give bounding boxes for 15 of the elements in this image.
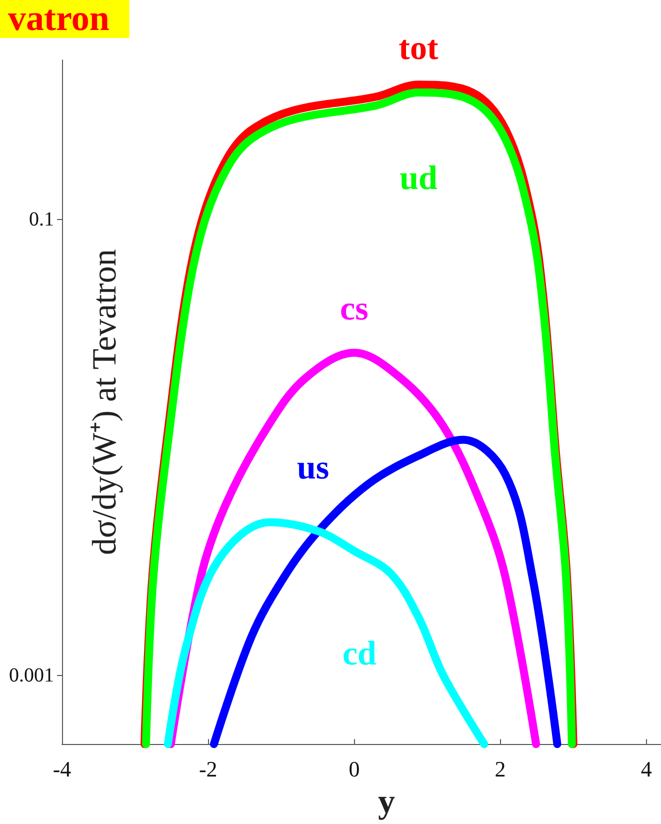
series-label: cs bbox=[340, 290, 368, 328]
series-label: cd bbox=[342, 636, 377, 673]
y-axis-title: dσ/dy(W⁺) at Tevatron bbox=[86, 249, 124, 555]
series-label: tot bbox=[398, 30, 439, 68]
x-tick-label: 4 bbox=[640, 756, 652, 782]
series-label: us bbox=[296, 449, 330, 486]
x-tick-label: -4 bbox=[52, 756, 72, 782]
chart-title: vatron bbox=[8, 0, 110, 38]
y-tick-label: 0.001 bbox=[9, 664, 54, 686]
x-axis-title: y bbox=[378, 784, 395, 820]
x-tick-label: 2 bbox=[494, 756, 506, 782]
x-tick-label: 0 bbox=[348, 756, 360, 782]
x-tick-label: -2 bbox=[198, 756, 218, 782]
y-tick-label: 0.1 bbox=[29, 208, 54, 230]
series-label: ud bbox=[400, 160, 438, 198]
